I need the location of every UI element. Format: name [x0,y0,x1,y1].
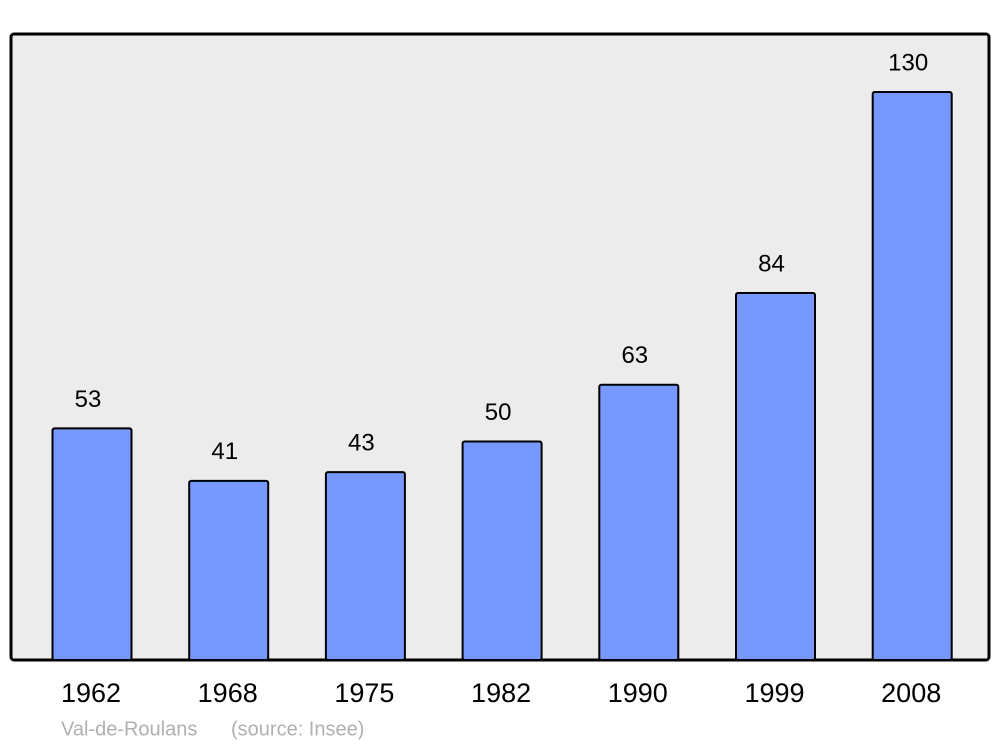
value-label: 43 [348,429,375,456]
value-label: 53 [75,386,102,413]
caption: Val-de-Roulans [61,718,197,740]
x-tick-label: 1962 [61,678,121,708]
x-tick-label: 1975 [334,678,394,708]
source: (source: Insee) [231,718,364,740]
value-label: 130 [888,49,928,76]
bar [324,471,406,661]
bar [598,383,680,661]
bar [871,91,953,661]
value-label: 41 [211,438,238,465]
x-tick-label: 1999 [744,678,804,708]
value-label: 50 [485,399,512,426]
x-tick-label: 1990 [608,678,668,708]
x-tick-label: 1968 [198,678,258,708]
x-tick-label: 1982 [471,678,531,708]
bar [461,440,543,661]
bar [735,291,816,661]
x-tick-label: 2008 [881,678,941,708]
bar [188,479,270,661]
value-label: 84 [758,250,785,277]
bar [51,427,133,661]
value-label: 63 [621,342,648,369]
